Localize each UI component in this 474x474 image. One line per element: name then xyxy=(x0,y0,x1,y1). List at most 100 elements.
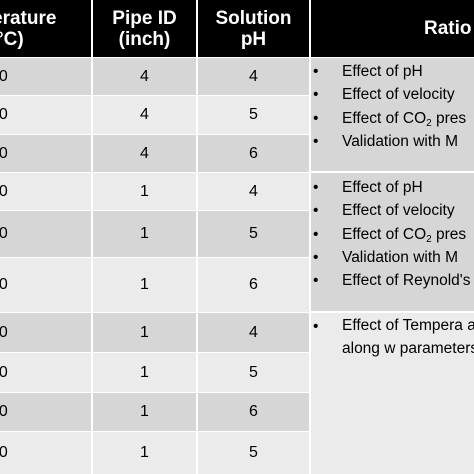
cell-solution-ph: 5 xyxy=(198,432,309,474)
cell-pipe-id-value: 1 xyxy=(140,276,149,293)
cell-solution-ph-value: 5 xyxy=(249,106,258,123)
cell-pipe-id: 1 xyxy=(93,432,196,474)
cell-pipe-id-value: 4 xyxy=(140,67,149,85)
cell-solution-ph: 4 xyxy=(198,173,309,210)
cell-solution-ph: 5 xyxy=(198,96,309,134)
cell-temperature-value: 50 xyxy=(0,363,8,381)
cell-pipe-id: 1 xyxy=(93,393,196,431)
cell-solution-ph: 6 xyxy=(198,135,309,172)
bullet: • xyxy=(313,248,319,266)
cell-solution-ph: 6 xyxy=(198,258,309,312)
cell-temperature: 30 xyxy=(0,211,91,257)
cell-temperature: 30 xyxy=(0,135,91,172)
header-pipe-id-line1: Pipe ID xyxy=(112,7,177,29)
cell-temperature: 30 xyxy=(0,96,91,134)
cell-pipe-id-value: 1 xyxy=(140,225,149,242)
cell-pipe-id-value: 1 xyxy=(140,444,149,461)
cell-temperature: 50 xyxy=(0,353,91,392)
cell-solution-ph: 6 xyxy=(198,393,309,431)
cell-pipe-id-value: 1 xyxy=(140,403,149,420)
header-solution-ph: Solution pH xyxy=(198,0,309,57)
cell-pipe-id-value: 4 xyxy=(140,144,149,162)
bullet: • xyxy=(313,225,319,243)
header-temperature-line2: °C) xyxy=(0,28,24,50)
bullet: • xyxy=(313,272,319,290)
list-item: • Validation with M xyxy=(311,130,474,153)
cell-solution-ph-value: 5 xyxy=(249,225,258,242)
cell-solution-ph: 5 xyxy=(198,211,309,257)
bullet: • xyxy=(313,86,319,104)
rationale-cell-group-3: • Effect of Tempera approach along w para… xyxy=(311,313,474,474)
bullet: • xyxy=(313,132,319,150)
cell-solution-ph: 4 xyxy=(198,58,309,95)
header-solution-ph-line2: pH xyxy=(240,28,267,50)
bullet: • xyxy=(313,318,319,335)
header-rationale-label: Ratio xyxy=(424,18,472,39)
cell-temperature: 30 xyxy=(0,173,91,210)
cell-temperature-value: 70 xyxy=(0,444,8,461)
cell-temperature-value: 30 xyxy=(0,182,8,200)
bullet: • xyxy=(313,63,319,80)
cell-pipe-id: 1 xyxy=(93,173,196,210)
rationale-text-pres: pres xyxy=(431,225,467,243)
list-item: • Effect of velocity xyxy=(311,199,474,222)
bullet: • xyxy=(313,179,319,196)
cell-temperature-value: 30 xyxy=(0,67,8,85)
cell-temperature: 30 xyxy=(0,58,91,95)
header-temperature-line1: erature xyxy=(0,7,57,29)
cell-solution-ph-value: 4 xyxy=(249,67,258,85)
cell-solution-ph-value: 5 xyxy=(249,444,258,461)
cell-solution-ph-value: 5 xyxy=(249,363,258,381)
cell-temperature-value: 30 xyxy=(0,144,8,162)
bullet: • xyxy=(313,202,319,220)
cell-pipe-id: 4 xyxy=(93,58,196,95)
cell-temperature-value: 30 xyxy=(0,225,8,242)
cell-temperature: 50 xyxy=(0,393,91,431)
cell-temperature-value: 30 xyxy=(0,106,8,123)
cell-pipe-id-value: 1 xyxy=(140,182,149,200)
cell-temperature-value: 50 xyxy=(0,403,8,420)
bullet: • xyxy=(313,109,319,127)
cell-solution-ph: 5 xyxy=(198,353,309,392)
rationale-text: Effect of pH xyxy=(342,179,423,196)
cell-temperature-value: 30 xyxy=(0,276,8,293)
rationale-text: Effect of velocity xyxy=(342,202,455,220)
rationale-text-co: Effect of CO xyxy=(342,225,427,243)
cell-temperature-value: 50 xyxy=(0,323,8,341)
cell-solution-ph-value: 4 xyxy=(249,182,258,200)
cell-pipe-id: 1 xyxy=(93,211,196,257)
cell-pipe-id: 1 xyxy=(93,353,196,392)
cell-solution-ph: 4 xyxy=(198,313,309,352)
list-item: • Effect of Tempera approach along w para… xyxy=(311,315,474,385)
rationale-cell-group-1: • Effect of pH • Effect of velocity • Effec… xyxy=(311,58,474,171)
cell-pipe-id: 4 xyxy=(93,96,196,134)
cell-pipe-id: 4 xyxy=(93,135,196,172)
cell-solution-ph-value: 6 xyxy=(249,403,258,420)
rationale-text: Effect of CO2 pres xyxy=(342,107,466,130)
rationale-text: Effect of Tempera approach along w param… xyxy=(342,317,474,357)
cell-pipe-id-value: 1 xyxy=(140,323,149,341)
cell-solution-ph-value: 6 xyxy=(249,276,258,293)
subscript: 2 xyxy=(426,233,432,245)
rationale-text: Effect of Reynold's xyxy=(342,272,471,290)
cell-pipe-id-value: 1 xyxy=(140,363,149,381)
cell-temperature: 70 xyxy=(0,432,91,474)
cell-temperature: 50 xyxy=(0,313,91,352)
header-solution-ph-line1: Solution xyxy=(215,7,292,29)
list-item: • Effect of CO2 pres xyxy=(311,223,474,246)
cell-pipe-id-value: 4 xyxy=(140,106,149,123)
rationale-text-pres: pres xyxy=(431,109,467,127)
cell-pipe-id: 1 xyxy=(93,313,196,352)
header-temperature: erature °C) xyxy=(0,0,91,57)
rationale-text: Effect of CO2 pres xyxy=(342,223,466,246)
rationale-text: Validation with M xyxy=(342,248,459,266)
subscript: 2 xyxy=(426,117,432,129)
rationale-text: Effect of velocity xyxy=(342,86,455,104)
list-item: • Effect of pH xyxy=(311,60,474,83)
rationale-text: Validation with M xyxy=(342,132,459,150)
cell-solution-ph-value: 4 xyxy=(249,323,258,341)
cell-temperature: 30 xyxy=(0,258,91,312)
rationale-text-co: Effect of CO xyxy=(342,109,427,127)
header-rationale: Ratio xyxy=(311,0,474,57)
